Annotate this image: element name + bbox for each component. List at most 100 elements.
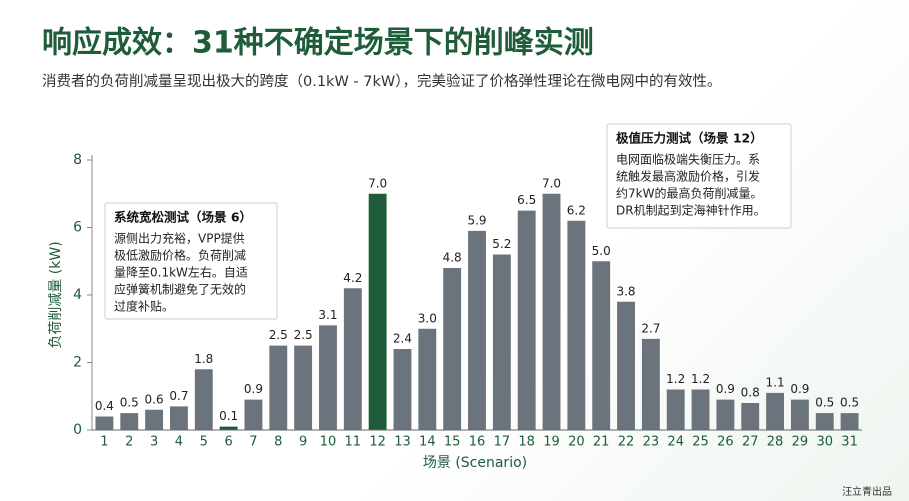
- bar: [790, 399, 809, 430]
- data-label: 0.7: [169, 389, 188, 403]
- data-label: 7.0: [542, 176, 561, 190]
- bar: [815, 413, 834, 430]
- data-label: 5.0: [592, 244, 611, 258]
- x-tick-label: 8: [274, 435, 282, 450]
- bar: [567, 220, 586, 430]
- data-label: 1.8: [194, 352, 213, 366]
- data-label: 0.9: [716, 382, 735, 396]
- data-label: 6.2: [567, 203, 586, 217]
- data-label: 3.1: [318, 308, 337, 322]
- data-label: 3.0: [418, 311, 437, 325]
- bar: [666, 389, 685, 430]
- data-label: 2.7: [641, 321, 660, 335]
- data-label: 0.9: [244, 382, 263, 396]
- bar: [542, 193, 561, 430]
- bar: [766, 392, 785, 430]
- x-tick-label: 25: [692, 435, 709, 450]
- data-label: 6.5: [517, 193, 536, 207]
- x-tick-label: 22: [618, 435, 635, 450]
- annotation-title: 极值压力测试（场景 12）: [616, 131, 763, 146]
- chart-subtitle: 消费者的负荷削减量呈现出极大的跨度（0.1kW - 7kW），完美验证了价格弹性…: [42, 73, 721, 90]
- y-tick-label: 8: [73, 152, 82, 168]
- bar: [145, 409, 164, 430]
- bar: [716, 399, 735, 430]
- x-axis-label: 场景 (Scenario): [423, 455, 527, 471]
- bar: [492, 254, 511, 430]
- x-tick-label: 27: [742, 435, 759, 450]
- bar: [468, 230, 486, 430]
- y-tick-label: 4: [73, 287, 82, 303]
- data-label: 4.2: [343, 271, 362, 285]
- x-tick-label: 11: [345, 435, 362, 450]
- x-tick-label: 19: [543, 435, 560, 450]
- data-label: 5.2: [492, 237, 511, 251]
- x-tick-label: 13: [394, 435, 411, 450]
- y-tick-label: 6: [73, 220, 82, 236]
- data-label: 0.1: [219, 409, 238, 423]
- x-tick-label: 17: [494, 435, 511, 450]
- annotation-text: 应弹簧机制避免了无效的: [114, 282, 246, 297]
- x-tick-label: 20: [568, 435, 585, 450]
- x-tick-label: 21: [593, 435, 610, 450]
- annotation-text: 极低激励价格。负荷削减: [114, 248, 246, 263]
- bar: [120, 413, 139, 430]
- x-tick-label: 4: [175, 435, 183, 450]
- bar: [194, 369, 213, 430]
- data-label: 3.8: [616, 284, 635, 298]
- annotation-text: 源侧出力充裕，VPP提供: [114, 231, 245, 246]
- bar: [617, 301, 635, 430]
- bar: [741, 403, 760, 430]
- x-tick-label: 24: [667, 435, 684, 450]
- x-tick-label: 5: [200, 435, 208, 450]
- bar: [319, 325, 337, 430]
- y-tick-label: 2: [73, 355, 82, 371]
- bar: [840, 413, 859, 430]
- bar: [269, 345, 288, 430]
- x-tick-label: 7: [249, 435, 257, 450]
- bar: [691, 389, 710, 430]
- data-label: 0.6: [145, 392, 164, 406]
- x-tick-label: 23: [643, 435, 660, 450]
- data-label: 2.5: [294, 328, 313, 342]
- annotation-box: [104, 202, 278, 320]
- data-label: 0.8: [741, 386, 760, 400]
- x-tick-label: 30: [816, 435, 833, 450]
- bar: [592, 261, 611, 430]
- x-tick-label: 9: [299, 435, 307, 450]
- data-label: 1.1: [766, 375, 785, 389]
- annotation-text: 过度补贴。: [114, 299, 174, 314]
- x-tick-label: 26: [717, 435, 734, 450]
- bar: [443, 268, 462, 430]
- data-label: 0.5: [120, 396, 139, 410]
- bar: [418, 328, 437, 430]
- data-label: 4.8: [443, 251, 462, 265]
- x-tick-label: 18: [518, 435, 535, 450]
- x-tick-label: 31: [841, 435, 858, 450]
- bar: [169, 406, 188, 430]
- footer: 汪立青出品: [842, 485, 892, 498]
- x-tick-label: 1: [100, 435, 108, 450]
- annotation-title: 系统宽松测试（场景 6）: [114, 210, 252, 225]
- annotation-box: [606, 123, 792, 229]
- bar: [393, 349, 412, 430]
- x-tick-label: 12: [369, 435, 386, 450]
- bar: [343, 288, 362, 430]
- x-tick-label: 16: [469, 435, 486, 450]
- bar: [95, 416, 114, 430]
- bar: [517, 210, 536, 430]
- annotation-text: 统触发最高激励价格，引发: [616, 169, 760, 184]
- x-tick-label: 29: [792, 435, 809, 450]
- annotation-text: 量降至0.1kW左右。自适: [114, 265, 248, 280]
- data-label: 0.9: [790, 382, 809, 396]
- x-tick-label: 14: [419, 435, 436, 450]
- data-label: 0.5: [815, 396, 834, 410]
- annotation-text: 电网面临极端失衡压力。系: [616, 152, 760, 167]
- annotation-text: 约7kW的最高负荷削减量。: [616, 186, 762, 201]
- data-label: 2.5: [269, 328, 288, 342]
- x-tick-label: 28: [767, 435, 784, 450]
- chart-title: 响应成效：31种不确定场景下的削峰实测: [42, 26, 594, 61]
- data-label: 7.0: [368, 176, 387, 190]
- y-tick-label: 0: [73, 422, 82, 438]
- annotation-text: DR机制起到定海神针作用。: [616, 203, 766, 218]
